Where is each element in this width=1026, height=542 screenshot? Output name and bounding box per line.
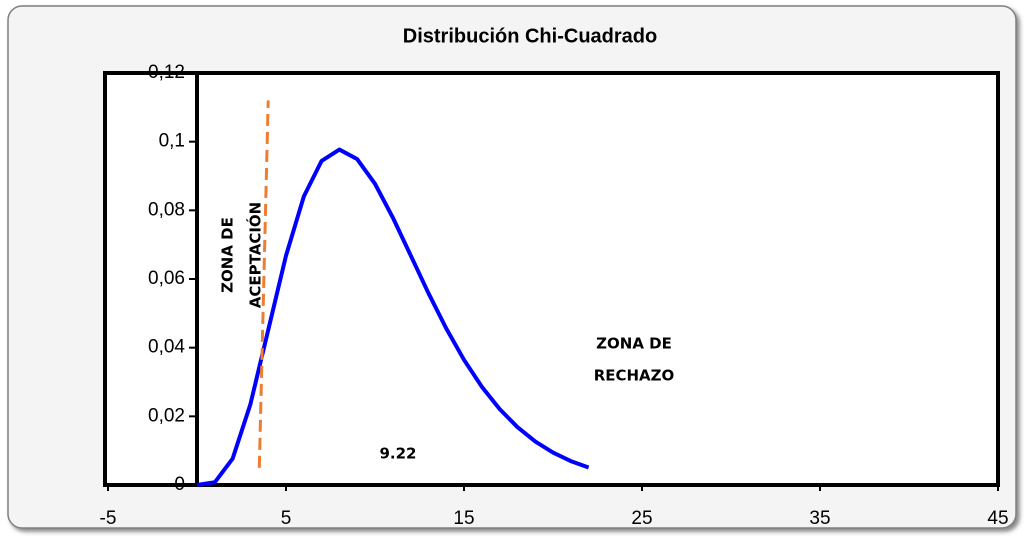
y-tick-label: 0,02 bbox=[148, 405, 185, 426]
acceptance-label: ZONA DE ACEPTACIÓN bbox=[219, 202, 265, 308]
x-tick-label: 15 bbox=[453, 508, 474, 529]
chart-title: Distribución Chi-Cuadrado bbox=[403, 25, 657, 47]
plot-area bbox=[103, 71, 1000, 487]
annotation: ZONA DE bbox=[596, 335, 672, 353]
annotation: 9.22 bbox=[379, 445, 416, 463]
annotation: ZONA DE bbox=[219, 217, 237, 293]
y-tick-label: 0,06 bbox=[148, 268, 185, 289]
x-tick-label: 35 bbox=[809, 508, 830, 529]
x-tick-label: 45 bbox=[987, 508, 1008, 529]
y-tick-label: 0,1 bbox=[159, 131, 185, 152]
y-tick-label: 0 bbox=[174, 474, 185, 495]
x-tick-label: 25 bbox=[631, 508, 652, 529]
y-tick-label: 0,08 bbox=[148, 199, 185, 220]
x-tick-label: 5 bbox=[281, 508, 292, 529]
annotation: ACEPTACIÓN bbox=[246, 202, 265, 308]
annotation: RECHAZO bbox=[594, 367, 675, 385]
critical-line bbox=[257, 100, 270, 468]
x-tick-label: -5 bbox=[100, 508, 117, 529]
y-tick-label: 0,12 bbox=[148, 62, 185, 83]
y-tick-label: 0,04 bbox=[148, 337, 185, 358]
